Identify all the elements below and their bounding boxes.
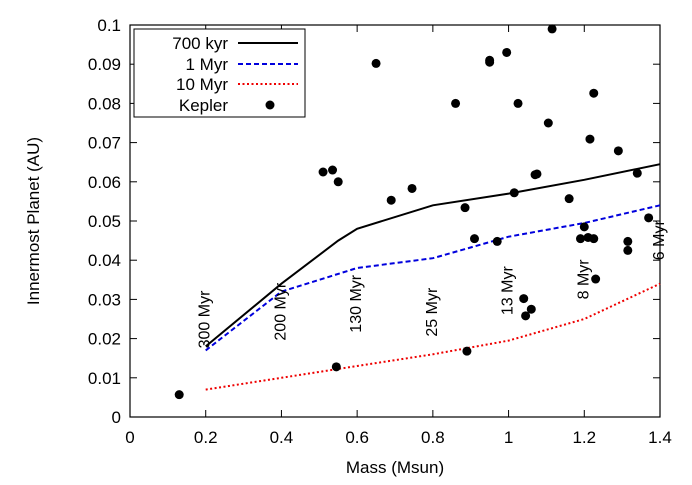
kepler-point [543, 118, 553, 128]
y-tick-label: 0.07 [88, 134, 121, 153]
age-annotation: 130 Myr [348, 274, 365, 332]
kepler-point [470, 234, 479, 244]
x-tick-label: 0 [125, 428, 134, 447]
age-annotation: 25 Myr [424, 287, 441, 337]
x-tick-labels: 0 0.2 0.4 0.6 0.8 1 1.2 1.4 [125, 428, 672, 447]
age-annotation: 8 Myr [575, 259, 592, 300]
y-tick-label: 0.09 [88, 55, 121, 74]
legend-label-kepler: Kepler [179, 96, 228, 115]
kepler-point [502, 47, 512, 57]
kepler-point [532, 169, 542, 179]
kepler-point [623, 245, 633, 255]
kepler-point [632, 168, 642, 178]
x-tick-label: 0.4 [270, 428, 294, 447]
y-tick-label: 0.06 [88, 173, 121, 192]
x-tick-label: 1 [504, 428, 513, 447]
x-tick-label: 1.4 [648, 428, 672, 447]
kepler-point [623, 236, 633, 246]
kepler-point [519, 294, 529, 304]
kepler-point [451, 98, 461, 108]
kepler-point [460, 203, 470, 213]
kepler-point [386, 195, 396, 205]
kepler-point [547, 24, 557, 34]
legend-label-10myr: 10 Myr [176, 75, 228, 94]
y-tick-labels: 0 0.01 0.02 0.03 0.04 0.05 0.06 0.07 0.08 0.09 0.1 [88, 16, 121, 427]
kepler-point [407, 183, 417, 193]
kepler-point [174, 390, 184, 400]
y-tick-label: 0.02 [88, 330, 121, 349]
kepler-point [591, 274, 601, 284]
kepler-point [585, 134, 595, 144]
y-tick-label: 0 [112, 408, 121, 427]
legend-label-700kyr: 700 kyr [172, 34, 228, 53]
kepler-point [371, 58, 381, 68]
legend: 700 kyr 1 Myr 10 Myr Kepler [133, 28, 306, 118]
y-tick-label: 0.08 [88, 94, 121, 113]
age-annotation: 6 Myr [651, 220, 668, 261]
series-lines [205, 163, 661, 391]
legend-swatch-kepler [265, 100, 275, 110]
x-axis-title: Mass (Msun) [346, 458, 444, 477]
kepler-point [576, 234, 585, 244]
y-tick-label: 0.1 [97, 16, 121, 35]
y-axis-title: Innermost Planet (AU) [24, 137, 43, 305]
kepler-point [513, 98, 523, 108]
y-tick-label: 0.05 [88, 212, 121, 231]
series-line-0 [205, 163, 661, 348]
kepler-point [644, 213, 654, 223]
y-tick-label: 0.04 [88, 251, 121, 270]
kepler-point [509, 188, 519, 198]
series-line-1 [205, 204, 661, 352]
x-tick-label: 1.2 [572, 428, 596, 447]
kepler-point [521, 311, 531, 321]
kepler-point [331, 362, 341, 372]
kepler-point [579, 222, 589, 232]
x-tick-label: 0.8 [421, 428, 445, 447]
kepler-point [613, 146, 623, 156]
kepler-point [462, 346, 472, 356]
kepler-point [564, 194, 574, 204]
kepler-point [589, 234, 599, 244]
kepler-point [589, 88, 599, 98]
y-tick-label: 0.01 [88, 369, 121, 388]
kepler-points [174, 24, 654, 400]
kepler-point [526, 304, 536, 314]
legend-label-1myr: 1 Myr [186, 55, 229, 74]
age-annotation: 200 Myr [272, 282, 289, 340]
kepler-point [485, 55, 495, 65]
age-annotation: 300 Myr [197, 290, 214, 348]
kepler-point [492, 236, 502, 246]
kepler-point [333, 177, 343, 187]
kepler-point [328, 165, 338, 175]
kepler-point [318, 167, 328, 177]
age-annotations: 300 Myr 200 Myr 130 Myr 25 Myr 13 Myr 8 Myr 6 … [197, 220, 668, 349]
series-line-2 [205, 282, 661, 391]
x-tick-label: 0.6 [345, 428, 369, 447]
x-tick-label: 0.2 [194, 428, 218, 447]
y-tick-label: 0.03 [88, 290, 121, 309]
age-annotation: 13 Myr [500, 266, 517, 316]
